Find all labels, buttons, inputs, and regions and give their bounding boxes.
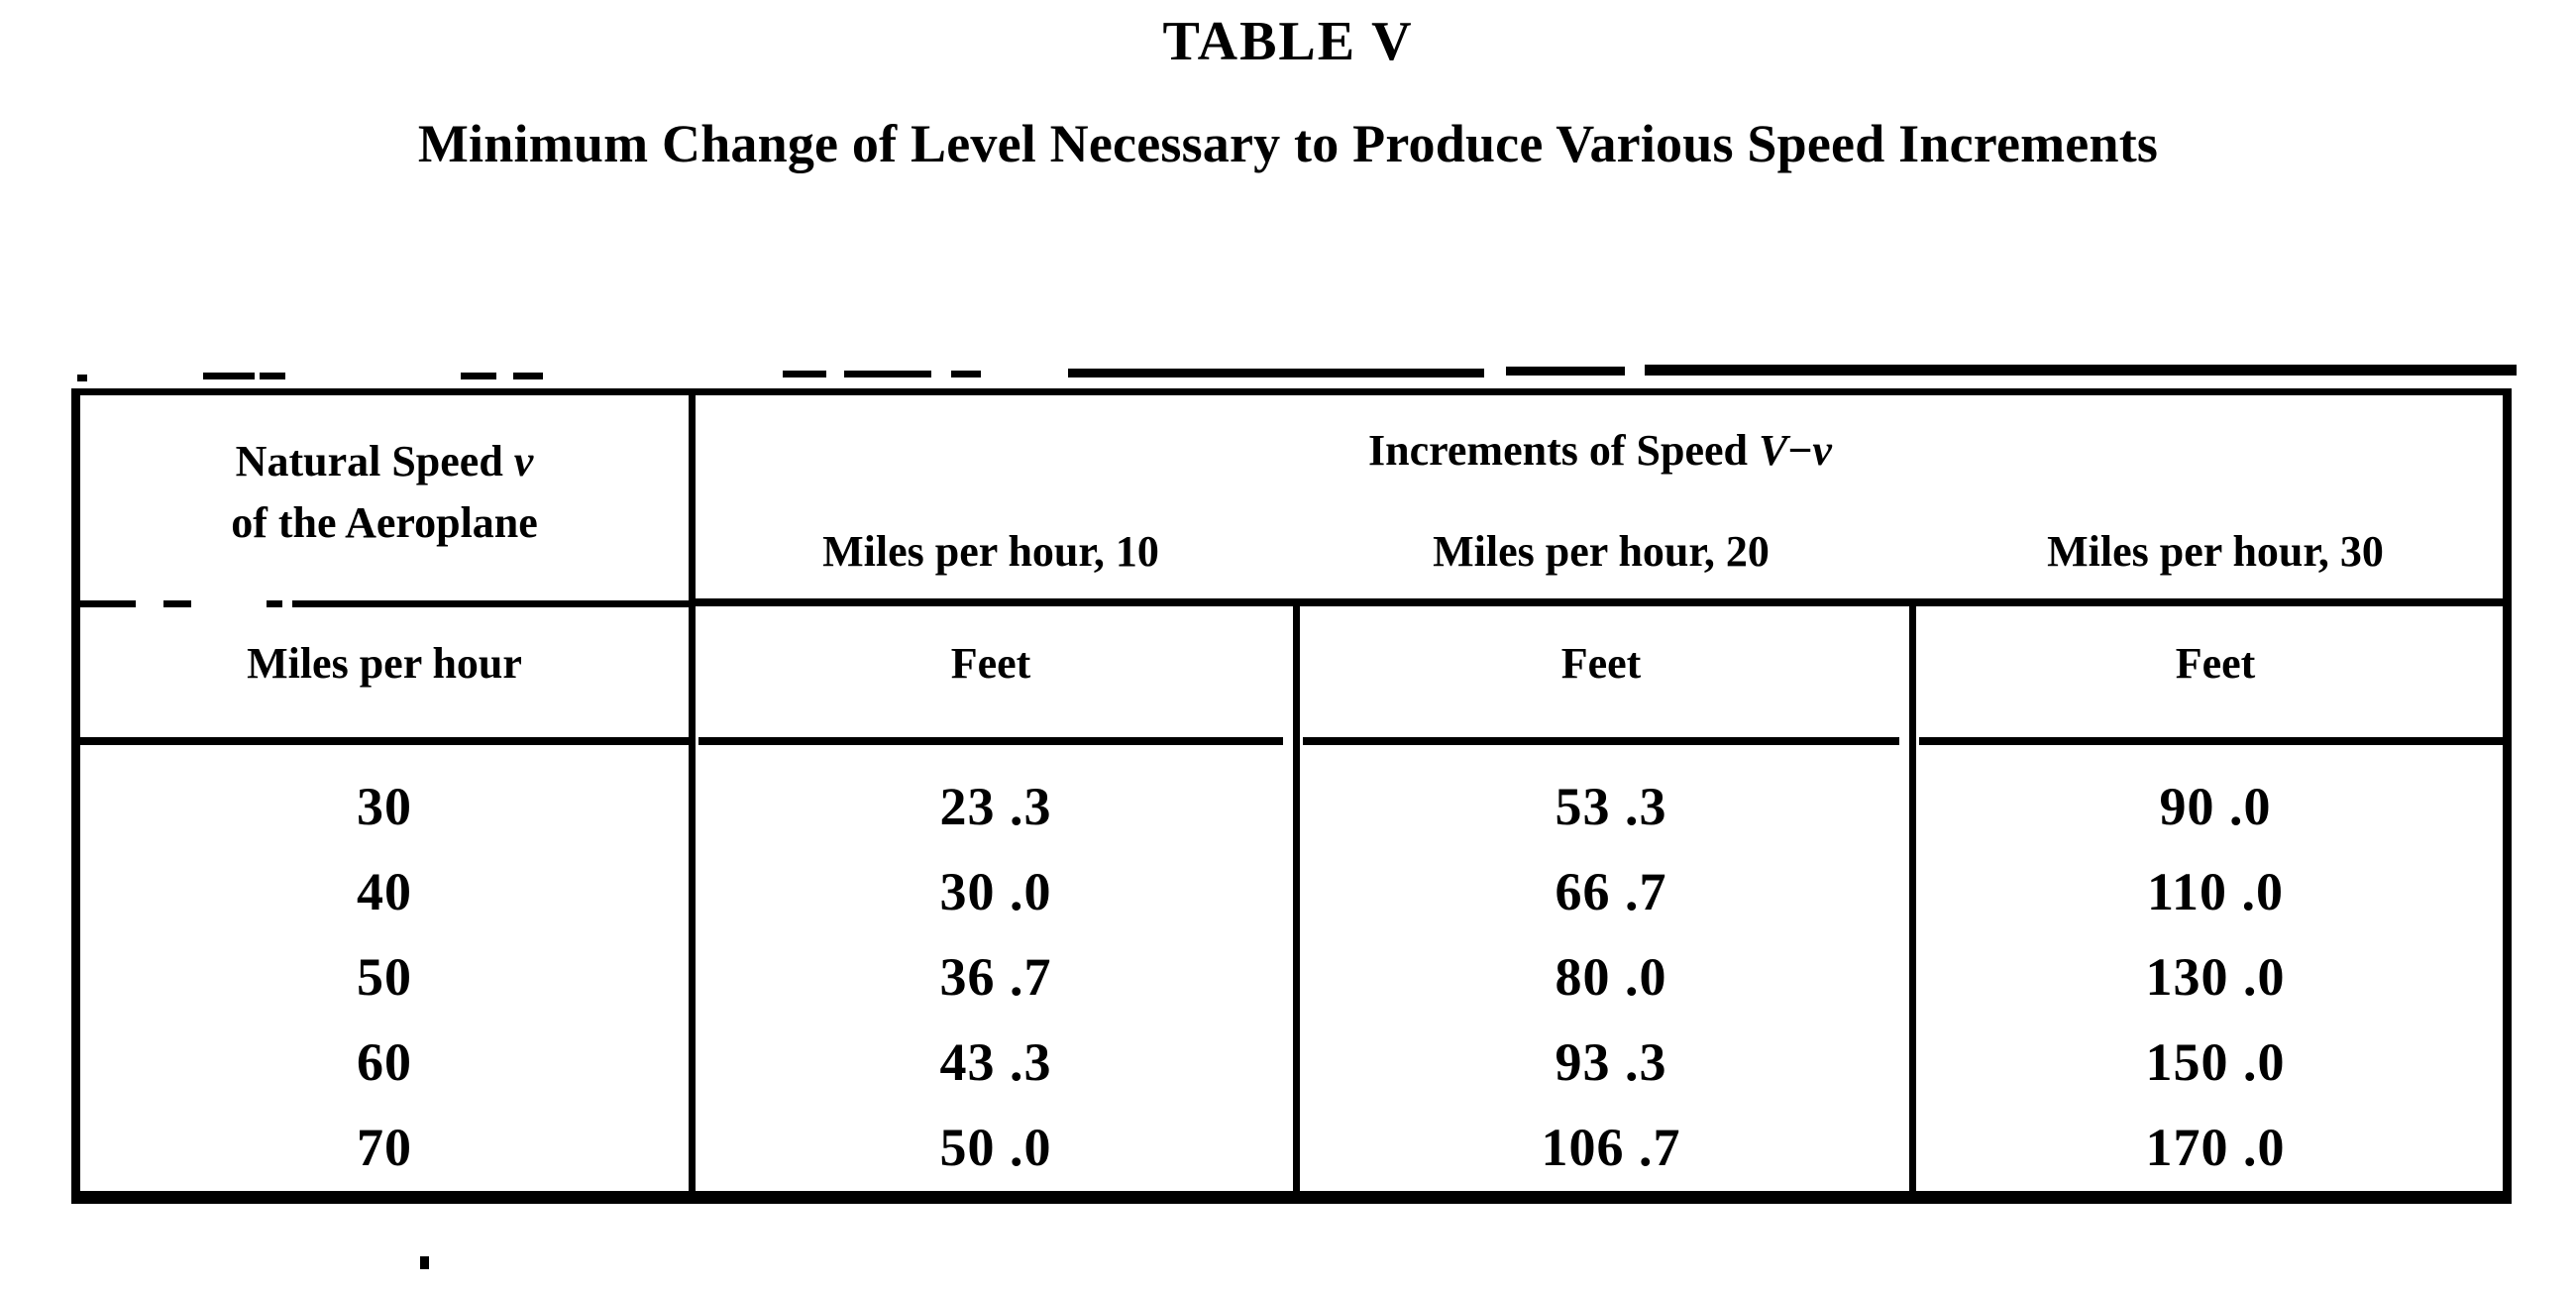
top-double-rule-fragment bbox=[203, 373, 255, 379]
header-rule-upper-fragment bbox=[80, 600, 136, 607]
table-row: 30 23 .3 53 .3 90 .0 bbox=[80, 764, 2512, 849]
cell-increment-10: 23 .3 bbox=[939, 777, 1052, 836]
header-rule-upper-fragment bbox=[292, 600, 689, 607]
header-natural-speed: Natural Speed v of the Aeroplane bbox=[80, 431, 689, 555]
cell-natural-speed: 50 bbox=[357, 947, 412, 1007]
top-double-rule-fragment bbox=[844, 371, 931, 377]
top-double-rule-fragment bbox=[260, 373, 285, 379]
header-natural-speed-line1: Natural Speed bbox=[235, 437, 503, 485]
column-divider-3 bbox=[1909, 598, 1916, 1191]
cell-increment-20: 106 .7 bbox=[1541, 1118, 1681, 1177]
header-natural-speed-line2: of the Aeroplane bbox=[231, 498, 538, 548]
header-increments-of-speed: Increments of Speed V−v bbox=[689, 425, 2512, 476]
cell-natural-speed: 70 bbox=[357, 1118, 412, 1177]
cell-increment-10: 30 .0 bbox=[939, 862, 1052, 921]
top-double-rule-fragment bbox=[461, 373, 496, 379]
cell-increment-10: 50 .0 bbox=[939, 1118, 1052, 1177]
header-rule-upper bbox=[689, 598, 2512, 606]
header-increments-label: Increments of Speed bbox=[1368, 426, 1748, 475]
header-rule-lower bbox=[698, 737, 1283, 745]
header-rule-upper-fragment bbox=[163, 600, 191, 607]
data-table: Natural Speed v of the Aeroplane Increme… bbox=[71, 388, 2512, 1204]
table-caption: Minimum Change of Level Necessary to Pro… bbox=[417, 114, 2159, 173]
table-row: 70 50 .0 106 .7 170 .0 bbox=[80, 1105, 2512, 1190]
column-divider-2 bbox=[1293, 598, 1300, 1191]
cell-natural-speed: 60 bbox=[357, 1032, 412, 1092]
header-increment-10: Miles per hour, 10 bbox=[822, 527, 1159, 576]
cell-increment-30: 110 .0 bbox=[2146, 862, 2285, 921]
header-unit-miles-per-hour: Miles per hour bbox=[247, 639, 522, 688]
header-variable-v: v bbox=[513, 437, 534, 485]
cell-increment-30: 150 .0 bbox=[2145, 1032, 2286, 1092]
header-rule-lower bbox=[80, 737, 689, 745]
top-double-rule-fragment bbox=[951, 371, 981, 377]
top-double-rule-fragment bbox=[783, 371, 826, 377]
cell-increment-20: 53 .3 bbox=[1555, 777, 1667, 836]
top-double-rule-fragment bbox=[1068, 369, 1484, 377]
cell-increment-30: 170 .0 bbox=[2145, 1118, 2286, 1177]
header-rule-lower bbox=[1919, 737, 2512, 745]
cell-increment-30: 130 .0 bbox=[2145, 947, 2286, 1007]
header-rule-upper-fragment bbox=[267, 600, 282, 607]
header-rule-lower bbox=[1303, 737, 1899, 745]
top-double-rule-fragment bbox=[1506, 367, 1625, 376]
header-variable-V-upper: V bbox=[1758, 426, 1788, 475]
cell-increment-10: 43 .3 bbox=[939, 1032, 1052, 1092]
table-row: 40 30 .0 66 .7 110 .0 bbox=[80, 849, 2512, 934]
top-double-rule-fragment bbox=[1645, 365, 2517, 376]
header-unit-feet-2: Feet bbox=[1560, 639, 1642, 688]
table-body: 30 23 .3 53 .3 90 .0 40 30 .0 66 .7 110 … bbox=[80, 764, 2512, 1190]
table-row: 50 36 .7 80 .0 130 .0 bbox=[80, 934, 2512, 1020]
header-minus-sign: − bbox=[1787, 426, 1813, 475]
header-unit-feet-3: Feet bbox=[2175, 639, 2256, 688]
header-unit-feet-1: Feet bbox=[950, 639, 1031, 688]
table-row: 60 43 .3 93 .3 150 .0 bbox=[80, 1020, 2512, 1105]
cell-increment-10: 36 .7 bbox=[939, 947, 1052, 1007]
cell-natural-speed: 40 bbox=[357, 862, 412, 921]
header-variable-v-lower: v bbox=[1812, 426, 1832, 475]
ink-speck bbox=[420, 1256, 429, 1269]
cell-increment-20: 80 .0 bbox=[1555, 947, 1667, 1007]
cell-increment-30: 90 .0 bbox=[2159, 777, 2272, 836]
title-block: TABLE V Minimum Change of Level Necessar… bbox=[0, 14, 2576, 176]
table-number: TABLE V bbox=[1162, 11, 1414, 72]
cell-natural-speed: 30 bbox=[357, 777, 412, 836]
header-increment-30: Miles per hour, 30 bbox=[2047, 527, 2384, 576]
cell-increment-20: 66 .7 bbox=[1555, 862, 1667, 921]
column-divider-1 bbox=[689, 395, 696, 1191]
top-double-rule-fragment bbox=[77, 375, 87, 381]
cell-increment-20: 93 .3 bbox=[1555, 1032, 1667, 1092]
header-increment-20: Miles per hour, 20 bbox=[1433, 527, 1770, 576]
top-double-rule-fragment bbox=[513, 373, 543, 379]
